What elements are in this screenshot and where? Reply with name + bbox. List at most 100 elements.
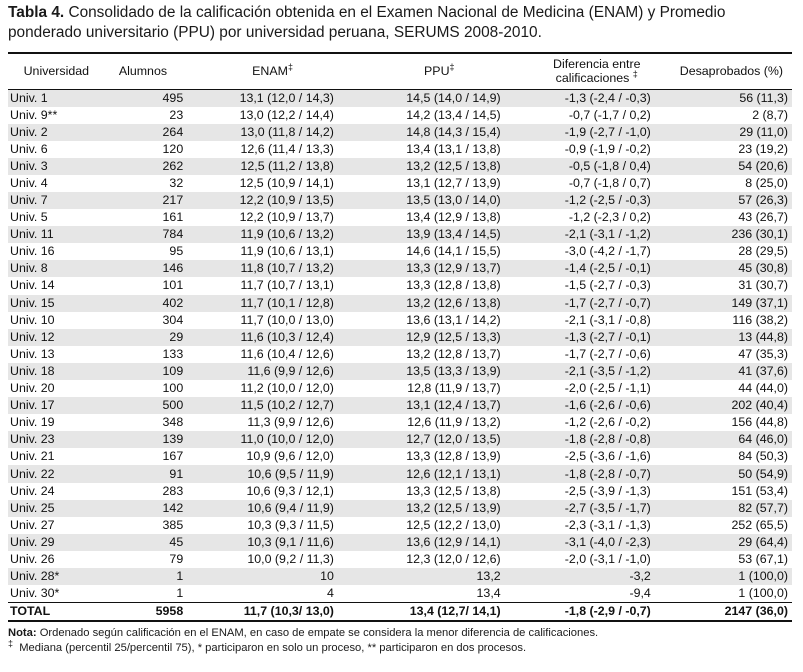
cell-ppu: 12,6 (11,9 / 13,2)	[407, 415, 501, 430]
table-notes: Nota: Ordenado según calificación en el …	[8, 626, 598, 656]
cell-diferencia: -2,5 (-3,9 / -1,3)	[564, 483, 651, 498]
cell-enam: 13,0 (12,2 / 14,4)	[239, 107, 334, 122]
note-legend: Mediana (percentil 25/percentil 75), * p…	[19, 642, 527, 654]
table-row: Univ. 12 29 11,6 (10,3 / 12,4) 12,9 (12,5 /…	[8, 328, 792, 346]
table-row: Univ. 6 120 12,6 (11,4 / 13,3) 13,4 (13,1 /…	[8, 140, 792, 158]
table-row: Univ. 23 139 11,0 (10,0 / 12,0) 12,7 (12,0 …	[8, 431, 792, 449]
cell-universidad: Univ. 10	[10, 312, 55, 327]
header-desaprobados: Desaprobados (%)	[679, 64, 784, 79]
cell-enam: 10,6 (9,5 / 11,9)	[247, 466, 334, 481]
cell-desaprobados: 252 (65,5)	[731, 517, 788, 532]
table-row: Univ. 7 217 12,2 (10,9 / 13,5) 13,5 (13,0 /…	[8, 191, 792, 210]
cell-universidad: Univ. 2	[10, 124, 48, 139]
cell-universidad: Univ. 22	[10, 466, 55, 481]
total-alumnos: 5958	[155, 604, 184, 619]
table-row: Univ. 17 500 11,5 (10,2 / 12,7) 13,1 (12,4 …	[8, 397, 792, 415]
cell-diferencia: -2,0 (-3,1 / -1,0)	[564, 551, 651, 566]
cell-ppu: 13,6 (12,9 / 14,1)	[406, 534, 501, 549]
cell-desaprobados: 82 (57,7)	[738, 500, 788, 515]
cell-desaprobados: 41 (37,6)	[738, 363, 788, 378]
cell-diferencia: -3,1 (-4,0 / -2,3)	[564, 534, 651, 549]
table-row: Univ. 29 45 10,3 (9,1 / 11,6) 13,6 (12,9 / …	[8, 533, 792, 551]
cell-universidad: Univ. 12	[10, 329, 55, 344]
table-row: Univ. 14 101 11,7 (10,7 / 13,1) 13,3 (12,8 …	[8, 277, 792, 295]
cell-alumnos: 23	[169, 107, 184, 122]
table-row: Univ. 2 264 13,0 (11,8 / 14,2) 14,8 (14,3 /…	[8, 123, 792, 141]
table-row: Univ. 21 167 10,9 (9,6 / 12,0) 13,3 (12,8 /…	[8, 448, 792, 466]
note-symbol: ‡	[8, 638, 14, 649]
cell-alumnos: 304	[162, 312, 184, 327]
cell-alumnos: 146	[162, 261, 184, 276]
cell-universidad: Univ. 20	[10, 381, 55, 396]
cell-universidad: Univ. 6	[10, 141, 48, 156]
caption-label: Tabla 4.	[8, 4, 65, 21]
cell-universidad: Univ. 13	[10, 346, 55, 361]
cell-universidad: Univ. 9**	[10, 107, 58, 122]
cell-ppu: 13,5 (13,3 / 13,9)	[406, 363, 501, 378]
cell-ppu: 13,2 (12,6 / 13,8)	[406, 295, 501, 310]
cell-desaprobados: 57 (26,3)	[738, 193, 788, 208]
total-enam: 11,7 (10,3/ 13,0)	[243, 604, 334, 619]
cell-ppu: 13,1 (12,7 / 13,9)	[406, 175, 501, 190]
cell-diferencia: -1,4 (-2,5 / -0,1)	[564, 261, 651, 276]
table-row: Univ. 20 100 11,2 (10,0 / 12,0) 12,8 (11,9 …	[8, 380, 792, 398]
cell-ppu: 13,2 (12,8 / 13,7)	[406, 346, 501, 361]
cell-desaprobados: 44 (44,0)	[738, 381, 788, 396]
cell-diferencia: -1,3 (-2,4 / -0,3)	[564, 90, 651, 105]
cell-universidad: Univ. 8	[10, 261, 48, 276]
table-row: Univ. 16 95 11,9 (10,6 / 13,1) 14,6 (14,1 /…	[8, 243, 792, 261]
cell-diferencia: -2,1 (-3,1 / -0,8)	[564, 312, 651, 327]
cell-universidad: Univ. 25	[10, 500, 55, 515]
caption-text: Consolidado de la calificación obtenida …	[8, 4, 726, 41]
cell-ppu: 13,5 (13,0 / 14,0)	[406, 193, 501, 208]
cell-universidad: Univ. 15	[10, 295, 55, 310]
cell-diferencia: -1,7 (-2,7 / -0,7)	[564, 295, 651, 310]
cell-enam: 11,6 (10,4 / 12,6)	[240, 346, 334, 361]
cell-diferencia: -1,6 (-2,6 / -0,6)	[564, 398, 651, 413]
cell-ppu: 13,1 (12,4 / 13,7)	[406, 398, 501, 413]
cell-diferencia: -1,7 (-2,7 / -0,6)	[564, 346, 651, 361]
header-enam-symbol: ‡	[287, 62, 293, 73]
cell-desaprobados: 28 (29,5)	[738, 244, 788, 259]
cell-enam: 11,5 (10,2 / 12,7)	[240, 398, 334, 413]
header-enam: ENAM‡	[189, 53, 356, 89]
table-row: Univ. 25 142 10,6 (9,4 / 11,9) 13,2 (12,5 /…	[8, 499, 792, 517]
cell-desaprobados: 84 (50,3)	[738, 449, 788, 464]
cell-enam: 11,6 (9,9 / 12,6)	[247, 363, 334, 378]
cell-ppu: 13,3 (12,8 / 13,9)	[406, 449, 501, 464]
cell-diferencia: -0,9 (-1,9 / -0,2)	[564, 141, 651, 156]
table-row: Univ. 18 109 11,6 (9,9 / 12,6) 13,5 (13,3 /…	[8, 362, 792, 380]
cell-enam: 10,9 (9,6 / 12,0)	[246, 449, 334, 464]
table-row: Univ. 13 133 11,6 (10,4 / 12,6) 13,2 (12,8 …	[8, 345, 792, 363]
cell-alumnos: 784	[162, 227, 184, 242]
table-row: Univ. 28* 1 10 13,2 -3,2 1 (100,0)	[8, 568, 792, 586]
header-enam-label: ENAM	[252, 64, 288, 79]
cell-alumnos: 101	[162, 278, 184, 293]
cell-alumnos: 32	[169, 175, 184, 190]
cell-alumnos: 495	[162, 90, 184, 105]
cell-alumnos: 385	[162, 517, 184, 532]
cell-desaprobados: 149 (37,1)	[731, 295, 788, 310]
table-row: Univ. 4 32 12,5 (10,9 / 14,1) 13,1 (12,7 / …	[8, 174, 792, 192]
cell-enam: 10,6 (9,4 / 11,9)	[247, 500, 334, 515]
cell-desaprobados: 23 (19,2)	[738, 141, 788, 156]
cell-alumnos: 262	[162, 158, 184, 173]
table-row: Univ. 24 283 10,6 (9,3 / 12,1) 13,3 (12,5 /…	[8, 482, 792, 500]
cell-desaprobados: 45 (30,8)	[738, 261, 788, 276]
cell-enam: 11,6 (10,3 / 12,4)	[240, 329, 334, 344]
cell-diferencia: -2,3 (-3,1 / -1,3)	[564, 517, 651, 532]
note-line-2: ‡ Mediana (percentil 25/percentil 75), *…	[8, 638, 598, 656]
total-ppu: 13,4 (12,7/ 14,1)	[409, 604, 501, 619]
cell-desaprobados: 31 (30,7)	[738, 278, 788, 293]
cell-alumnos: 283	[162, 483, 184, 498]
cell-alumnos: 109	[162, 363, 184, 378]
total-row: TOTAL 5958 11,7 (10,3/ 13,0) 13,4 (12,7/…	[8, 602, 792, 622]
cell-alumnos: 142	[162, 500, 184, 515]
cell-desaprobados: 8 (25,0)	[745, 175, 788, 190]
cell-desaprobados: 54 (20,6)	[738, 158, 788, 173]
cell-desaprobados: 29 (64,4)	[738, 534, 788, 549]
data-table: Universidad Alumnos ENAM‡ PPU‡ Diferenci…	[8, 52, 792, 622]
cell-enam: 11,8 (10,7 / 13,2)	[240, 261, 334, 276]
table-row: Univ. 9** 23 13,0 (12,2 / 14,4) 14,2 (13,4 …	[8, 106, 792, 124]
cell-universidad: Univ. 11	[10, 227, 54, 242]
